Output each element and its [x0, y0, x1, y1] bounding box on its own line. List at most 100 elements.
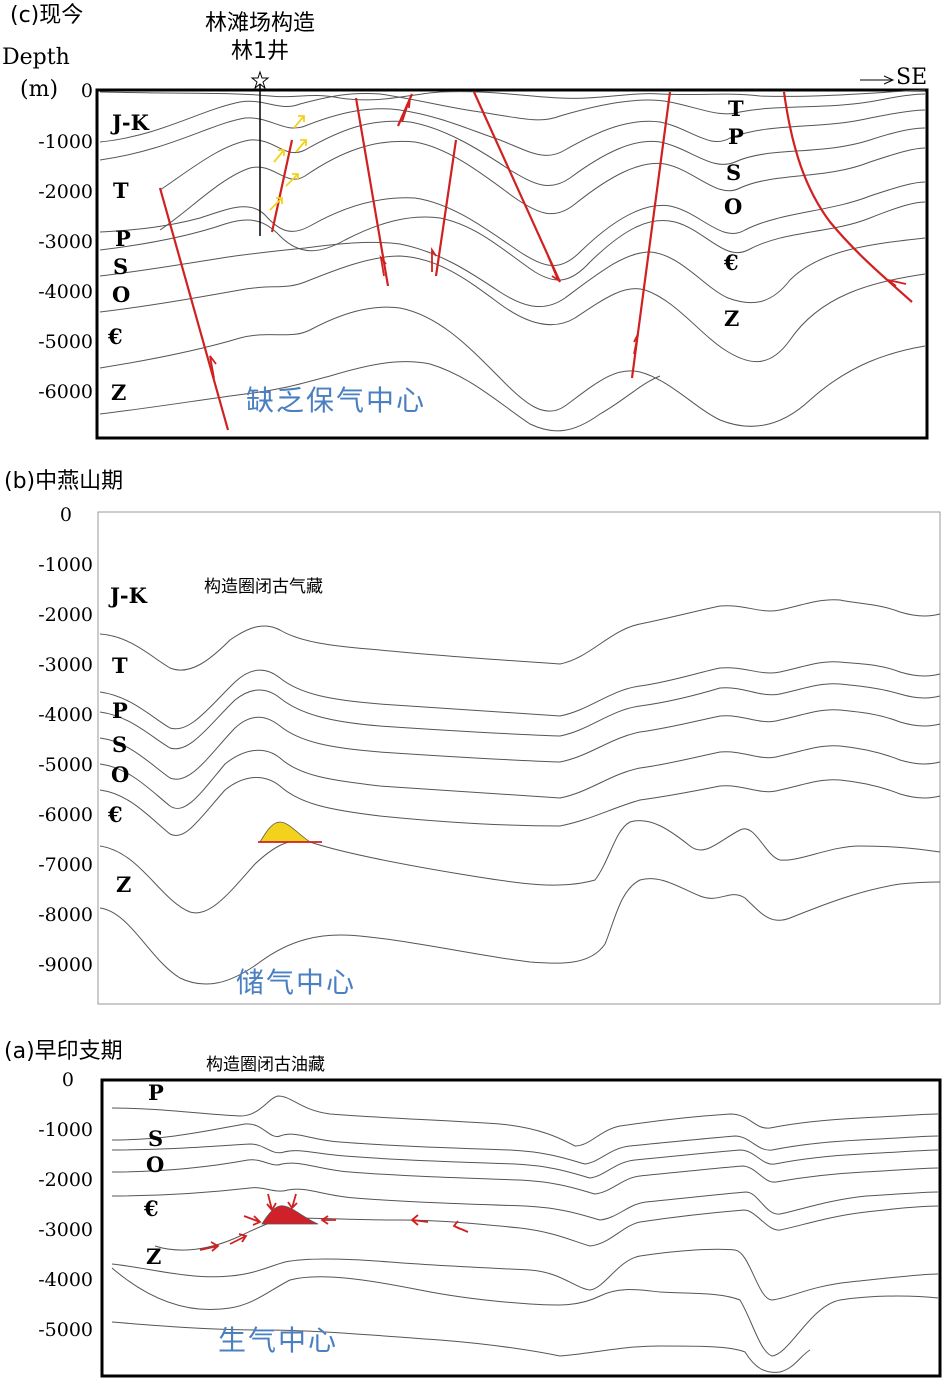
fault-line: [472, 91, 562, 283]
horizon-line: [99, 661, 941, 730]
gas-escape-arrow: [269, 197, 283, 211]
horizon-line: [99, 93, 926, 143]
panel-c-annotation: 缺乏保气中心: [246, 384, 426, 417]
stratum-label: S: [112, 732, 127, 757]
panel-c-title: (c)现今: [10, 3, 83, 28]
gas-escape-arrow: [293, 115, 305, 129]
stratum-label: €: [723, 250, 739, 275]
fault-arrow: [431, 247, 437, 272]
panel-a-tick: 0: [62, 1069, 74, 1091]
panel-b-tick: -9000: [38, 954, 93, 976]
panel-a-horizons: [111, 1095, 939, 1373]
migration-arrow: [229, 1233, 248, 1245]
panel-b-strata: J-K T P S O € Z: [107, 583, 148, 897]
horizon-line: [99, 776, 941, 836]
stratum-label: Z: [724, 306, 739, 331]
panel-b-title: (b)中燕山期: [4, 469, 123, 494]
horizon-line: [99, 108, 926, 161]
stratum-label: T: [728, 96, 744, 121]
gas-escape-arrow: [285, 173, 299, 187]
stratum-label: Z: [111, 380, 126, 405]
panel-c-tick: -2000: [38, 181, 93, 203]
panel-b-frame: [97, 511, 941, 1005]
oil-reservoir: [261, 1205, 319, 1225]
panel-a-depth-ticks: 0 -1000 -2000 -3000 -4000 -5000: [38, 1069, 93, 1341]
panel-b-tick: -3000: [38, 654, 93, 676]
horizon-line: [99, 599, 941, 671]
panel-a-note: 构造圈闭古油藏: [206, 1055, 325, 1075]
stratum-label: P: [115, 226, 131, 251]
fault-line: [434, 139, 458, 277]
direction-indicator: SE: [860, 65, 927, 90]
panel-b-tick: -6000: [38, 804, 93, 826]
horizon-line: [99, 201, 926, 281]
panel-a-tick: -1000: [38, 1119, 93, 1141]
fault-arrow: [379, 254, 387, 277]
panel-c-strata-left: J-K T P S O € Z: [107, 110, 150, 405]
stratum-label: €: [107, 324, 123, 349]
panel-b-tick: -4000: [38, 704, 93, 726]
panel-b-tick: -7000: [38, 854, 93, 876]
horizon-line: [159, 120, 926, 191]
fault-arrow: [887, 279, 907, 287]
stratum-label: J-K: [108, 583, 148, 608]
panel-b-tick: -2000: [38, 604, 93, 626]
panel-a-tick: -5000: [38, 1319, 93, 1341]
horizon-line: [99, 745, 941, 809]
migration-arrow: [199, 1241, 220, 1252]
fault-arrow: [547, 255, 560, 283]
panel-b-tick: -8000: [38, 904, 93, 926]
panel-a-strata: P S O € Z: [143, 1080, 164, 1269]
well-name-label: 林1井: [231, 39, 289, 64]
horizon-line: [99, 255, 926, 362]
stratum-label: €: [143, 1196, 159, 1221]
horizon-line: [99, 683, 941, 750]
horizon-line: [99, 361, 661, 432]
panel-b-tick: 0: [60, 504, 72, 526]
panel-c-tick: -6000: [38, 381, 93, 403]
panel-c: (c)现今 林滩场构造 林1井 Depth (m) 0 -1000 -2000 …: [2, 3, 929, 440]
stratum-label: S: [148, 1126, 163, 1151]
well-lin-1: [250, 70, 270, 236]
migration-arrow: [452, 1220, 469, 1233]
stratum-label: J-K: [110, 110, 150, 135]
fault-line: [354, 97, 390, 287]
horizon-line: [99, 878, 941, 985]
stratum-label: S: [113, 254, 128, 279]
stratum-label: T: [113, 178, 129, 203]
fault-line: [158, 187, 230, 431]
direction-arrowhead-icon: [883, 75, 895, 85]
horizon-line: [99, 820, 941, 914]
panel-c-tick: -4000: [38, 281, 93, 303]
stratum-label: P: [112, 698, 128, 723]
fault-arrow: [209, 355, 217, 379]
migration-arrow: [243, 1215, 262, 1226]
stratum-label: O: [146, 1152, 164, 1177]
panel-b: (b)中燕山期 0 -1000 -2000 -3000 -4000 -5000 …: [4, 469, 941, 1005]
panel-c-tick: -5000: [38, 331, 93, 353]
panel-a-tick: -3000: [38, 1219, 93, 1241]
horizon-line: [99, 709, 941, 780]
horizon-line: [111, 1248, 939, 1301]
panel-a: (a)早印支期 构造圈闭古油藏 0 -1000 -2000 -3000 -400…: [4, 1039, 942, 1378]
gas-escape-arrow: [273, 149, 285, 163]
depth-axis-label: Depth: [2, 45, 70, 70]
stratum-label: O: [724, 194, 742, 219]
stratum-label: €: [107, 802, 123, 827]
fault-line: [270, 139, 294, 233]
horizon-line: [99, 237, 926, 308]
fault-line: [630, 91, 672, 379]
hydrocarbon-migration-arrows: [199, 1193, 469, 1252]
panel-c-tick: 0: [81, 80, 93, 102]
panel-c-tick: -3000: [38, 231, 93, 253]
panel-a-tick: -4000: [38, 1269, 93, 1291]
panel-b-annotation: 储气中心: [236, 966, 356, 999]
panel-c-fault-motion-arrows: [209, 97, 907, 379]
panel-c-depth-ticks: 0 -1000 -2000 -3000 -4000 -5000 -6000: [38, 80, 93, 403]
horizon-line: [111, 1143, 939, 1179]
panel-b-tick: -1000: [38, 554, 93, 576]
fault-arrow: [633, 333, 639, 355]
panel-b-depth-ticks: 0 -1000 -2000 -3000 -4000 -5000 -6000 -7…: [38, 504, 93, 976]
stratum-label: Z: [146, 1244, 161, 1269]
